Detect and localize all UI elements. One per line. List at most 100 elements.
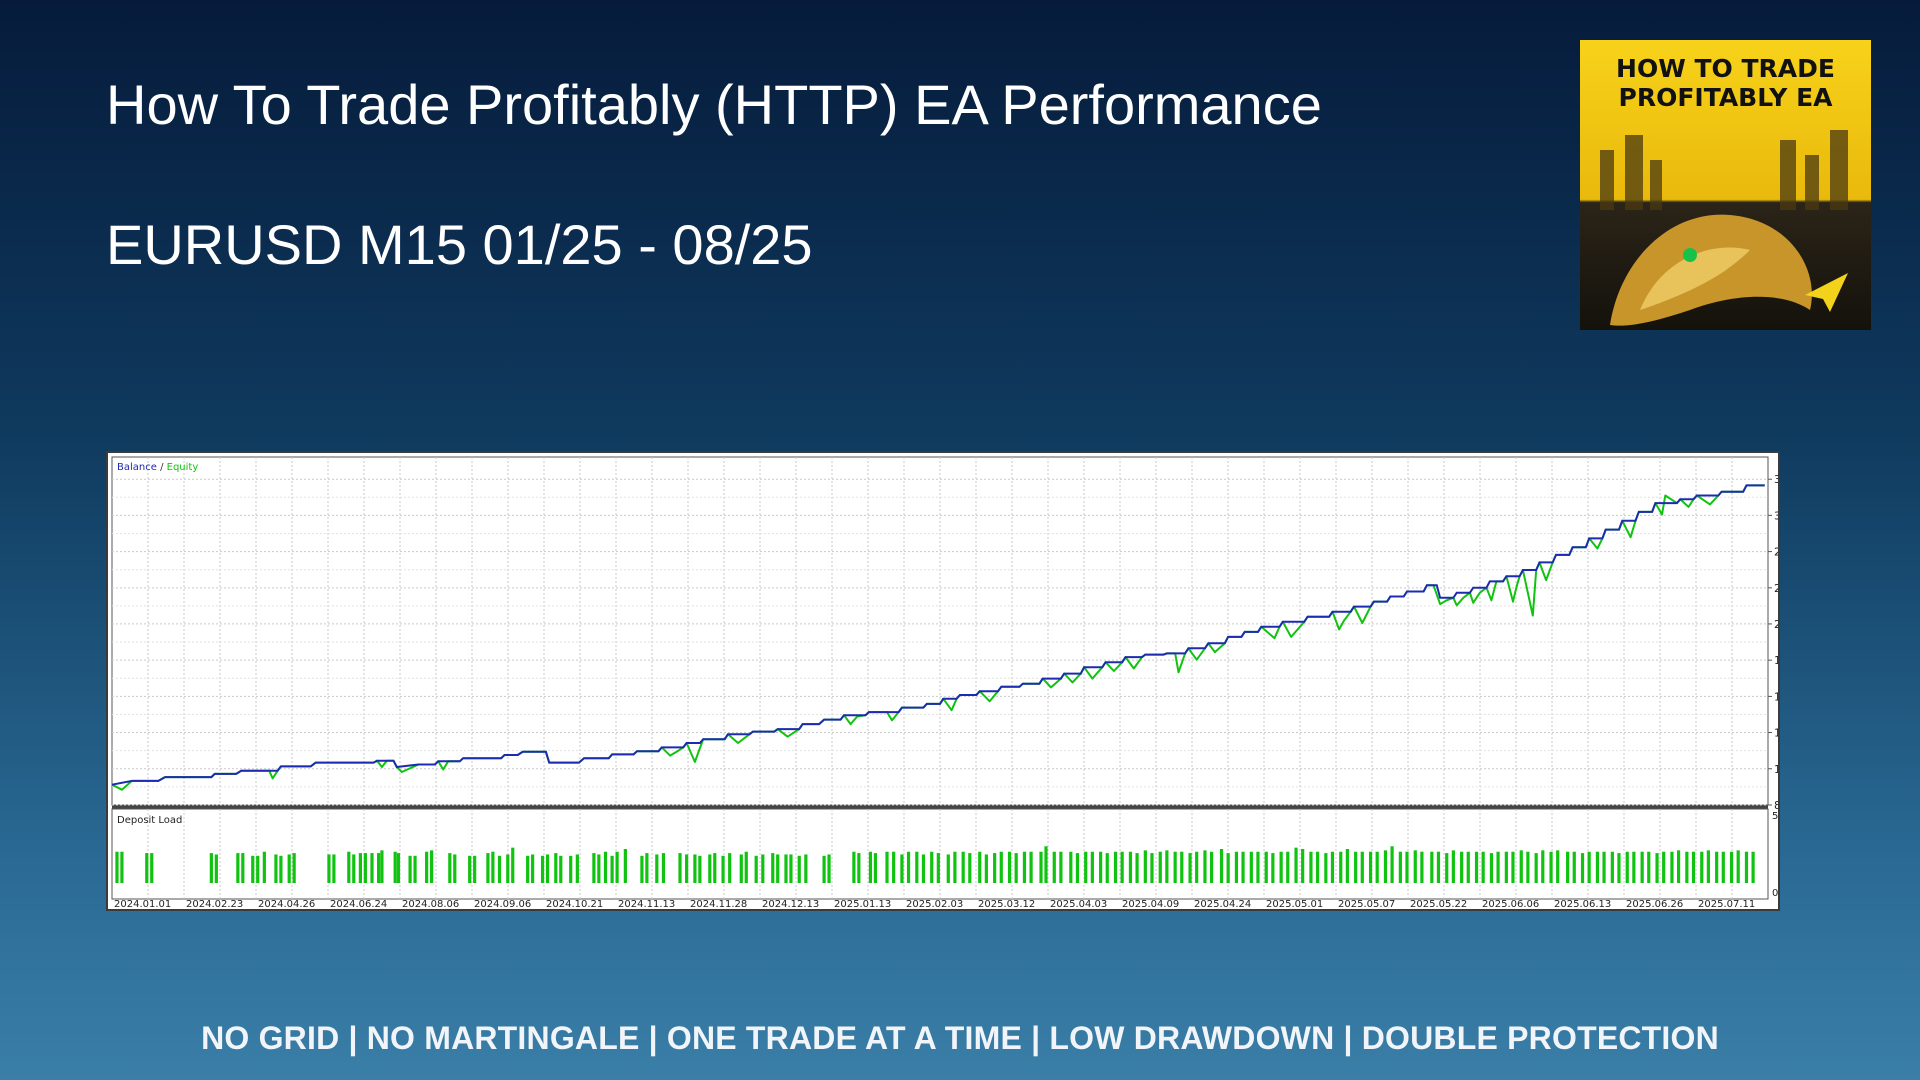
deposit-load-bar	[1445, 853, 1449, 883]
deposit-load-bar	[236, 853, 240, 883]
deposit-load-bar	[120, 851, 124, 883]
deposit-load-bar	[1496, 851, 1500, 883]
deposit-load-bar	[145, 853, 149, 883]
deposit-load-bar	[761, 854, 765, 883]
deposit-load-bar	[1375, 851, 1379, 883]
x-tick-label: 2024.02.23	[186, 899, 243, 909]
x-tick-label: 2025.06.06	[1482, 899, 1539, 909]
deposit-load-bar	[1029, 851, 1033, 883]
deposit-load-bar	[115, 851, 119, 883]
y-tick-label: 3419	[1774, 473, 1778, 486]
x-tick-label: 2025.04.09	[1122, 899, 1179, 909]
deposit-load-bar	[497, 855, 502, 883]
deposit-load-bar	[413, 855, 417, 883]
deposit-load-bar	[1113, 851, 1118, 883]
deposit-load-bar	[776, 854, 780, 883]
deposit-load-bar	[1519, 850, 1523, 883]
deposit-load-bar	[448, 853, 452, 883]
deposit-load-bar	[1120, 851, 1124, 883]
deposit-load-bar	[1625, 851, 1629, 883]
deposit-load-bar	[1294, 847, 1298, 883]
deposit-load-bar	[915, 851, 919, 883]
deposit-load-bar	[1360, 851, 1364, 883]
deposit-load-bar	[468, 855, 472, 883]
x-tick-label: 2024.01.01	[114, 899, 171, 909]
y-tick-label: 2846	[1774, 546, 1778, 559]
deposit-load-bar	[1602, 851, 1606, 883]
x-tick-label: 2025.01.13	[834, 899, 891, 909]
deposit-load-bar	[946, 854, 950, 883]
deposit-load-bar	[728, 853, 732, 883]
deposit-load-bar	[1436, 851, 1441, 883]
deposit-load-bar	[1180, 851, 1184, 883]
deposit-load-bar	[430, 850, 434, 883]
deposit-load-bar	[852, 851, 856, 883]
deposit-load-bar	[279, 855, 283, 883]
deposit-load-bar	[655, 854, 659, 883]
badge-title: HOW TO TRADE PROFITABLY EA	[1616, 54, 1835, 112]
x-tick-label: 2025.06.13	[1554, 899, 1611, 909]
balance-equity-chart: 3419 3133 2846 2559 2273 1986 1699 1413 1126 839 B…	[106, 451, 1780, 911]
deposit-load-bar	[1241, 851, 1245, 883]
deposit-load-bar	[256, 855, 260, 883]
deposit-load-bar	[559, 855, 563, 883]
deposit-load-bar	[1345, 849, 1349, 883]
x-tick-label: 2025.04.24	[1194, 899, 1251, 909]
y-tick-label: 1986	[1774, 654, 1778, 667]
deposit-load-bar	[1195, 851, 1199, 883]
y-tick-label: 2273	[1774, 618, 1778, 631]
deposit-load-bar	[1173, 851, 1177, 883]
deposit-load-bar	[930, 851, 934, 883]
deposit-load-bar	[352, 854, 356, 883]
deposit-load-bar	[1556, 850, 1560, 883]
deposit-load-bar	[961, 851, 965, 883]
deposit-load-bar	[685, 854, 689, 883]
deposit-load-bar	[857, 853, 861, 883]
deposit-load-bar	[993, 853, 997, 883]
deposit-load-bar	[936, 853, 940, 883]
deposit-load-bar	[1209, 851, 1214, 883]
y-tick-label: 3133	[1774, 509, 1778, 522]
deposit-load-bar	[1685, 851, 1689, 883]
deposit-load-bar	[592, 853, 596, 883]
deposit-load-bar	[1706, 850, 1710, 883]
deposit-load-bar	[1052, 851, 1056, 883]
deposit-load-bar	[1330, 851, 1335, 883]
load-y-tick-label: 0.0%	[1772, 888, 1778, 899]
deposit-load-bar	[1165, 850, 1169, 883]
deposit-load-bar	[1398, 851, 1402, 883]
deposit-load-bar	[1549, 851, 1553, 883]
deposit-load-bar	[900, 854, 904, 883]
deposit-load-bar	[1390, 846, 1394, 883]
deposit-load-bar	[1541, 850, 1545, 883]
page-title: How To Trade Profitably (HTTP) EA Perfor…	[106, 73, 1322, 136]
x-tick-label: 2025.05.07	[1338, 899, 1395, 909]
deposit-load-bar	[822, 855, 826, 883]
x-tick-label: 2024.06.24	[330, 899, 387, 909]
deposit-load-bar	[1466, 851, 1470, 883]
deposit-load-bar	[1460, 851, 1464, 883]
deposit-load-bar	[892, 851, 896, 883]
deposit-load-bar	[1271, 853, 1275, 883]
deposit-load-bar	[1128, 851, 1133, 883]
deposit-load-bar	[1014, 853, 1018, 883]
deposit-load-bar	[1413, 850, 1417, 883]
deposit-load-bar	[1044, 846, 1048, 883]
deposit-load-bar	[1691, 851, 1696, 883]
deposit-load-bar	[771, 853, 775, 883]
deposit-load-bar	[214, 854, 218, 883]
deposit-load-bar	[968, 853, 972, 883]
x-tick-label: 2024.11.28	[690, 899, 747, 909]
deposit-load-bar	[1670, 851, 1674, 883]
deposit-load-bar	[1430, 851, 1434, 883]
deposit-load-bar	[1526, 851, 1530, 883]
deposit-load-bar	[332, 854, 336, 883]
deposit-load-bar	[575, 854, 579, 883]
deposit-load-bar	[693, 854, 697, 883]
x-tick-label: 2024.11.13	[618, 899, 675, 909]
deposit-load-bar	[1007, 851, 1012, 883]
deposit-load-bar	[1420, 851, 1424, 883]
deposit-load-bar	[540, 855, 545, 883]
chart-legend: Balance / Equity	[117, 462, 198, 473]
deposit-load-bar	[784, 854, 788, 883]
